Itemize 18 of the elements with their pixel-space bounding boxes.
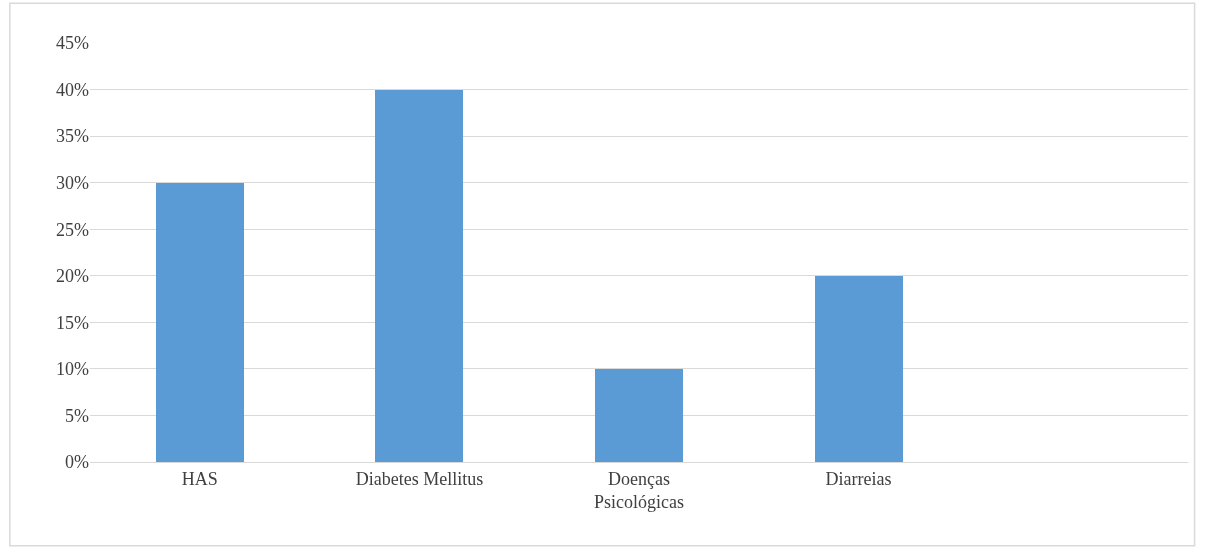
y-tick-label: 5% (65, 405, 89, 426)
y-tick-label: 35% (56, 126, 89, 147)
x-tick-label: Doenças Psicológicas (594, 468, 684, 512)
bar (156, 183, 244, 462)
y-tick-label: 40% (56, 79, 89, 100)
x-tick-label: Diarreias (825, 468, 892, 489)
y-tick-label: 10% (56, 359, 89, 380)
y-tick-label: 20% (56, 266, 89, 287)
y-tick-label: 15% (56, 312, 89, 333)
x-tick-label: Diabetes Mellitus (355, 468, 484, 489)
y-tick-label: 25% (56, 219, 89, 240)
bar (595, 369, 683, 462)
y-tick-label: 0% (65, 452, 89, 473)
y-tick-label: 30% (56, 172, 89, 193)
bar (815, 276, 903, 462)
y-tick-label: 45% (56, 33, 89, 54)
x-tick-label: HAS (181, 468, 218, 489)
bar (375, 90, 463, 462)
